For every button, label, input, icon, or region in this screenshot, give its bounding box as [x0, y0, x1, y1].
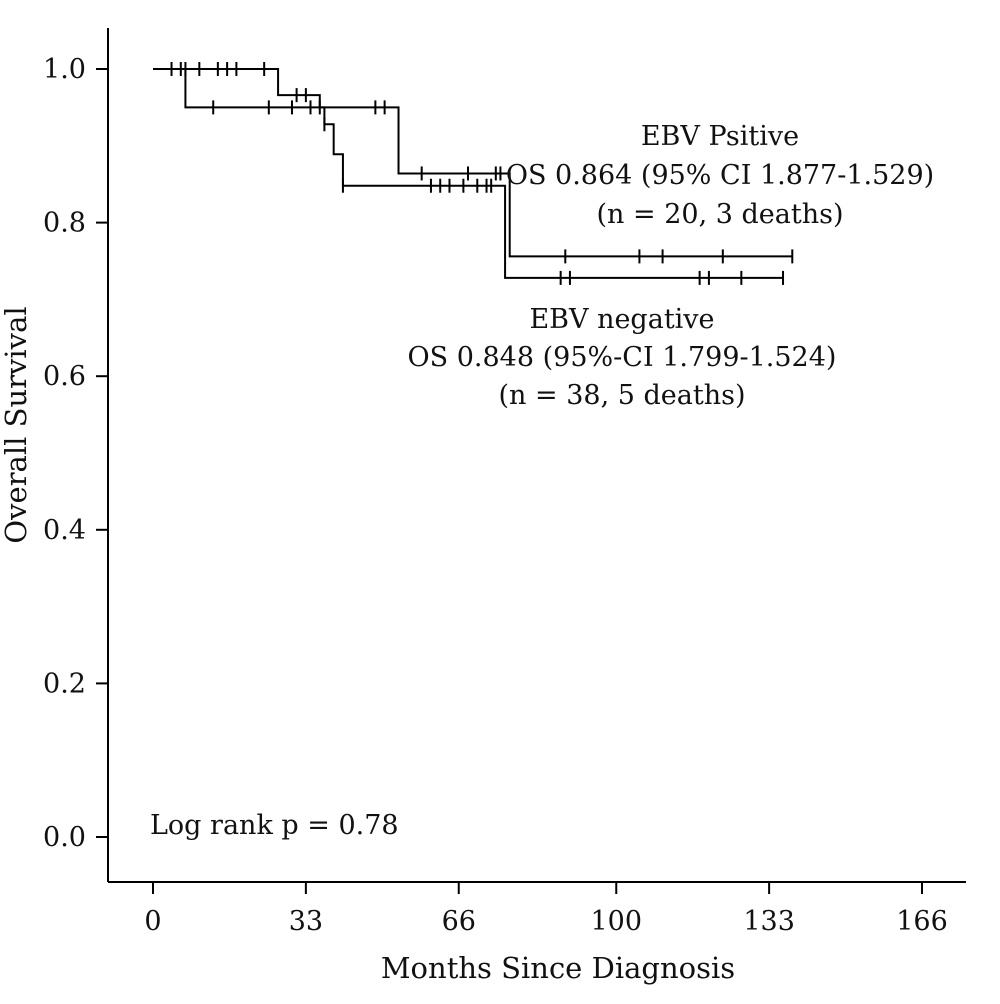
- x-tick-label: 66: [442, 906, 476, 937]
- y-tick-label: 0.4: [43, 515, 86, 546]
- y-tick-label: 1.0: [43, 54, 86, 85]
- y-ticks: 0.0 0.2 0.4 0.6 0.8 1.0: [43, 54, 108, 853]
- annotation-ebv-negative: EBV negative OS 0.848 (95%-CI 1.799-1.52…: [408, 304, 837, 411]
- censor-marks: [170, 62, 794, 285]
- x-tick-label: 166: [896, 906, 948, 937]
- axes: [107, 28, 966, 883]
- x-tick-label: 33: [289, 906, 323, 937]
- annotation-pos-line-1: EBV Psitive: [641, 121, 799, 152]
- x-tick-label: 0: [144, 906, 161, 937]
- annotation-pos-line-3: (n = 20, 3 deaths): [597, 199, 844, 230]
- annotation-neg-line-2: OS 0.848 (95%-CI 1.799-1.524): [408, 342, 837, 373]
- log-rank-note: Log rank p = 0.78: [150, 810, 399, 841]
- y-tick-label: 0.8: [43, 208, 86, 239]
- annotation-pos-line-2: OS 0.864 (95% CI 1.877-1.529): [506, 160, 934, 191]
- annotation-neg-line-1: EBV negative: [529, 304, 714, 335]
- x-tick-label: 100: [590, 906, 642, 937]
- y-axis-title: Overall Survival: [0, 306, 33, 543]
- x-tick-label: 133: [743, 906, 795, 937]
- curve-ebv-negative: [153, 68, 784, 279]
- annotation-ebv-positive: EBV Psitive OS 0.864 (95% CI 1.877-1.529…: [506, 121, 934, 230]
- y-tick-label: 0.6: [43, 361, 86, 392]
- y-tick-label: 0.2: [43, 668, 86, 699]
- x-ticks: 0 33 66 100 133 166: [144, 882, 948, 937]
- y-tick-label: 0.0: [43, 822, 86, 853]
- x-axis-title: Months Since Diagnosis: [381, 951, 735, 985]
- annotation-neg-line-3: (n = 38, 5 deaths): [499, 380, 746, 411]
- curve-ebv-positive: [153, 68, 793, 258]
- survival-curves: [153, 68, 793, 279]
